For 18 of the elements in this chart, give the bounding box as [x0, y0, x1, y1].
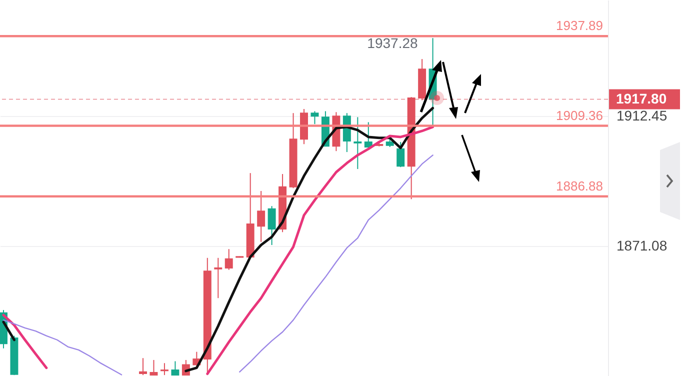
candlestick: [139, 358, 147, 376]
annotation: 1937.28: [367, 35, 418, 52]
y-tick-label: 1912.45: [616, 108, 668, 124]
candlestick: [150, 359, 158, 376]
candlestick: [310, 110, 319, 125]
candlestick: [257, 190, 266, 242]
candlestick: [354, 116, 362, 170]
ref-line-label: 1886.88: [556, 178, 603, 194]
candlestick: [160, 362, 168, 376]
candlestick: [171, 360, 180, 376]
candlestick: [396, 141, 405, 168]
ref-line-label: 1909.36: [556, 108, 603, 123]
y-tick-label: 1871.08: [616, 238, 668, 254]
candlestick: [224, 248, 233, 270]
candlestick: [268, 206, 276, 246]
ref-line-label: 1937.89: [556, 18, 603, 34]
candlestick: [214, 257, 222, 299]
ref-line-label: 1917.80: [616, 90, 667, 106]
